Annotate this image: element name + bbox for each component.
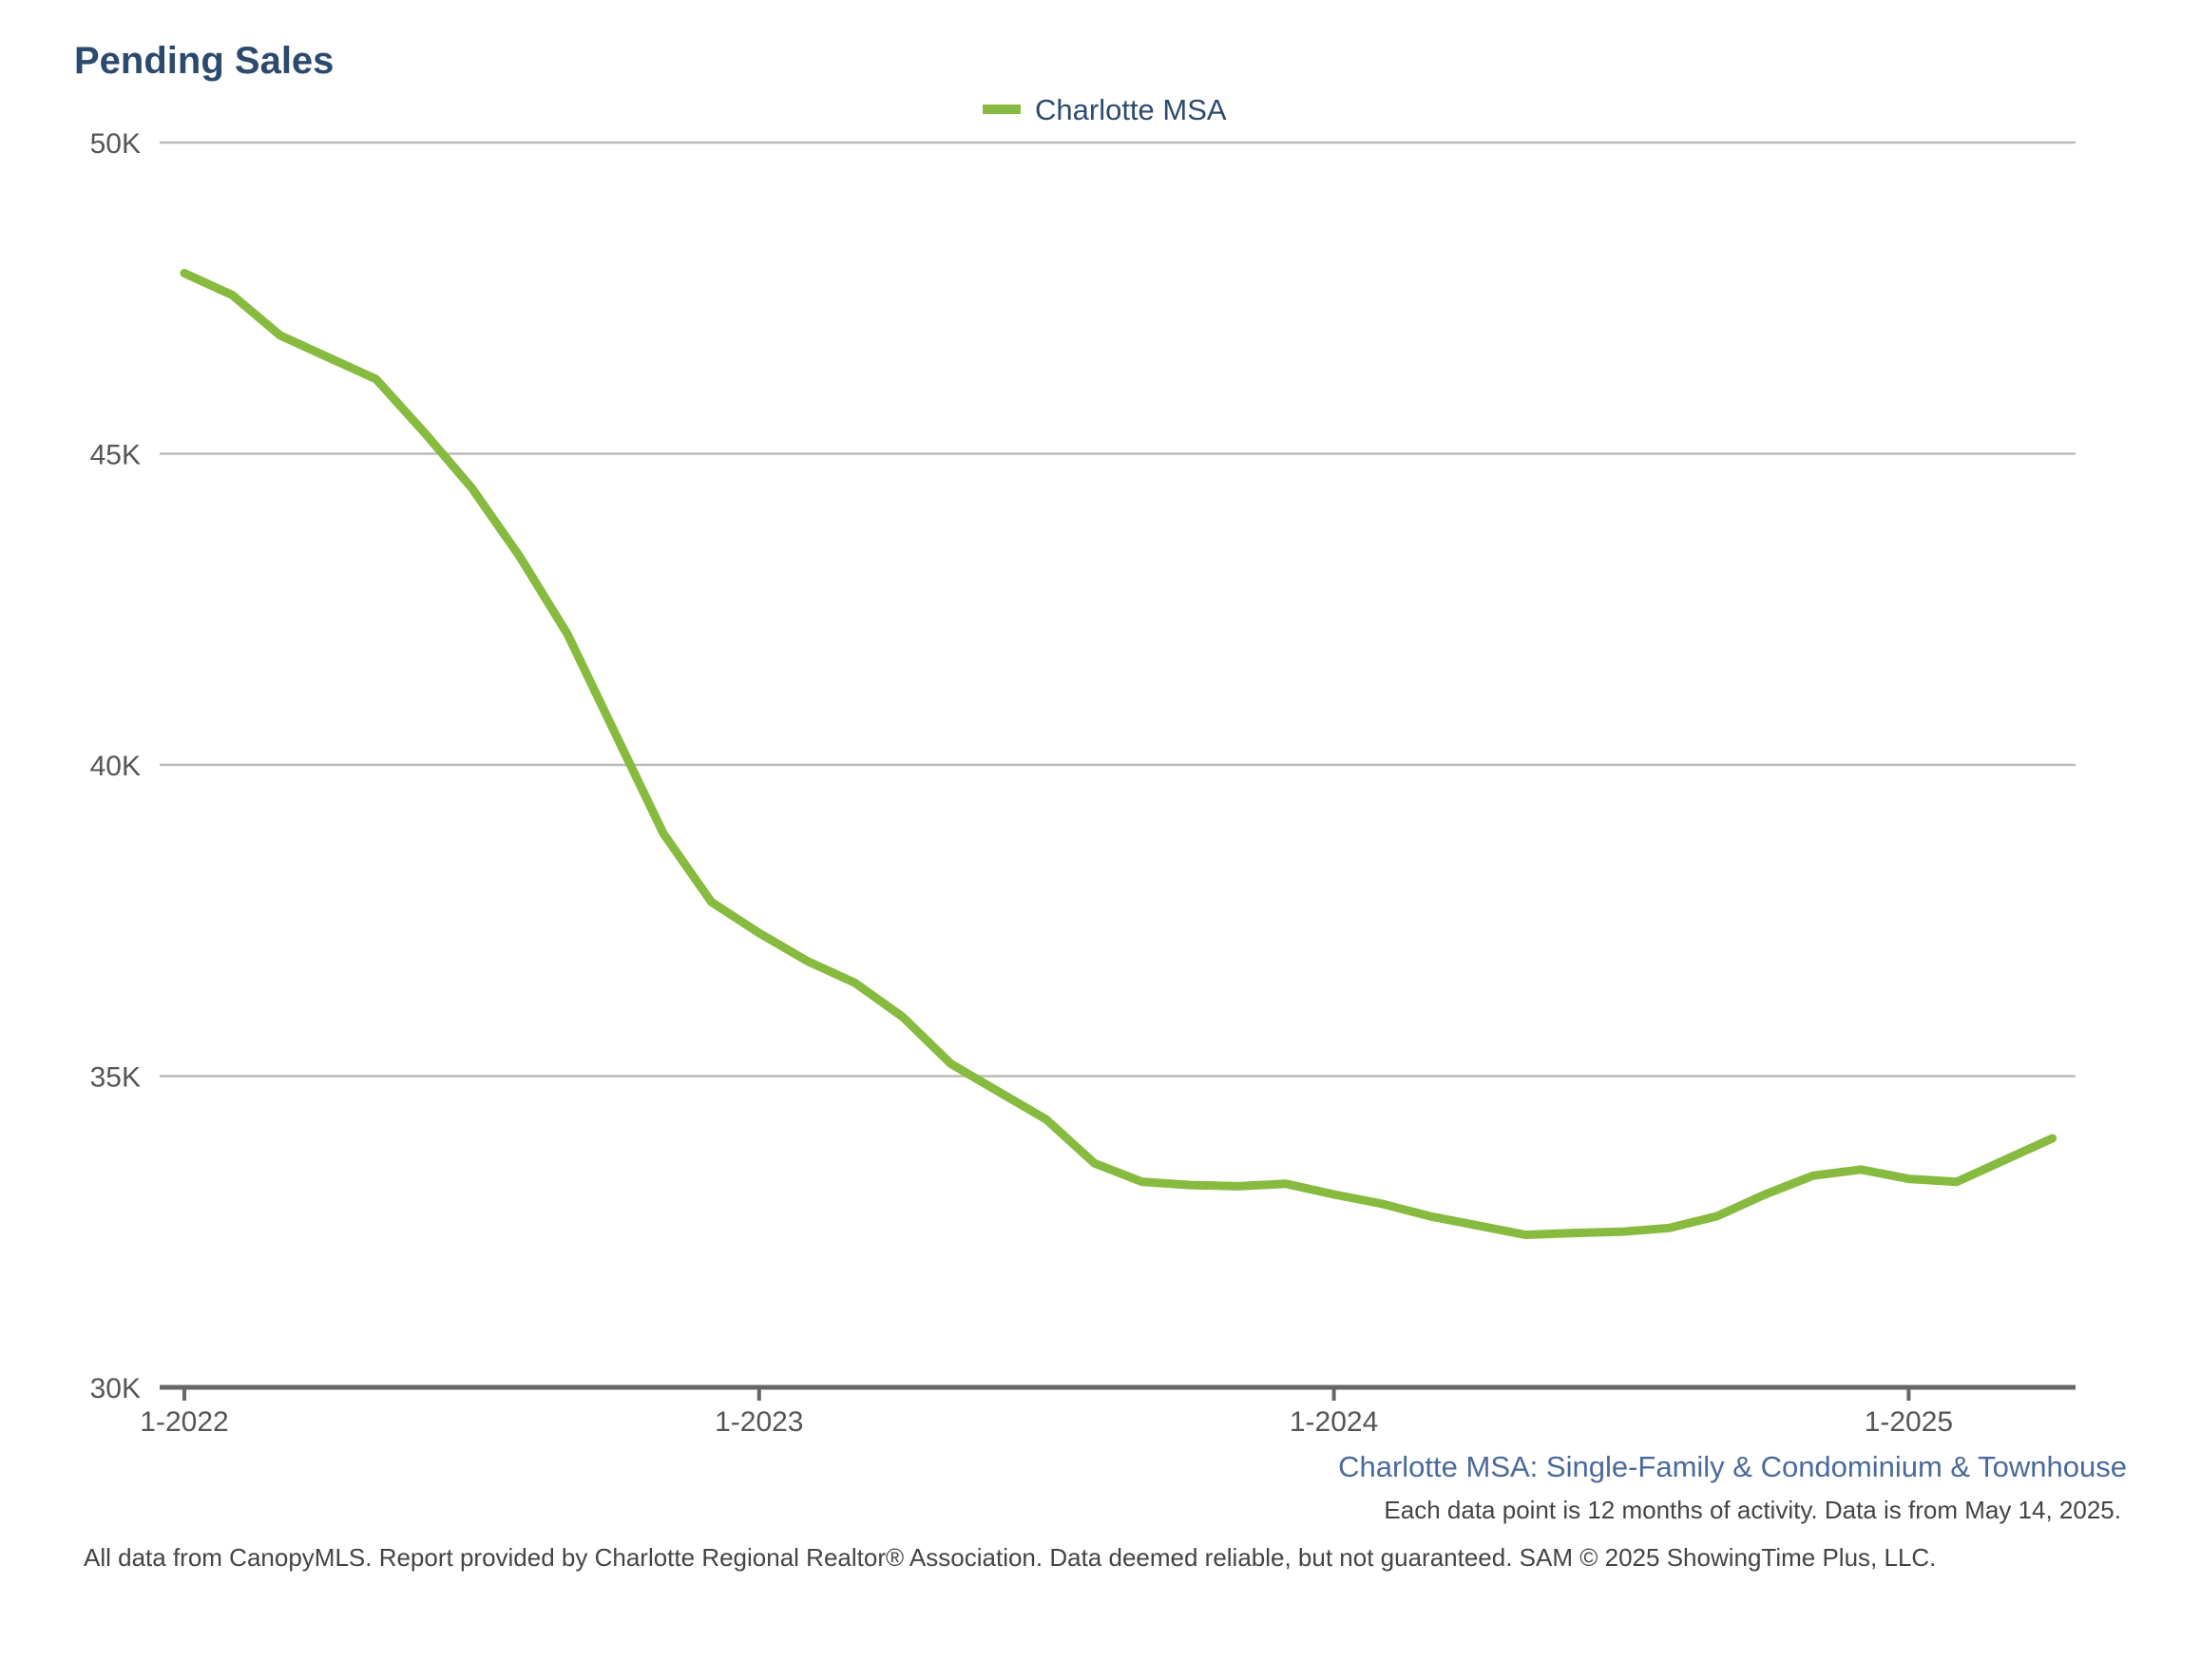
x-tick-label: 1-2023 [715, 1406, 803, 1438]
gridlines [160, 141, 2076, 1078]
y-tick-label: 50K [90, 128, 141, 160]
chart-title: Pending Sales [74, 40, 334, 82]
y-axis-labels: 30K 35K 40K 45K 50K [90, 128, 141, 1404]
y-tick-label: 45K [90, 440, 141, 471]
legend: Charlotte MSA [983, 93, 1227, 126]
x-axis-ticks: 1-2022 1-2023 1-2024 1-2025 [140, 1387, 1953, 1438]
series-line-charlotte-msa [180, 269, 2057, 1239]
x-tick-label: 1-2022 [140, 1406, 228, 1438]
y-tick-label: 35K [90, 1062, 141, 1094]
legend-label: Charlotte MSA [1035, 93, 1227, 126]
chart-subtitle: Charlotte MSA: Single-Family & Condomini… [1338, 1450, 2127, 1483]
x-tick-label: 1-2024 [1290, 1406, 1378, 1438]
x-tick-label: 1-2025 [1865, 1406, 1953, 1438]
data-note: Each data point is 12 months of activity… [1384, 1496, 2121, 1524]
y-tick-label: 40K [90, 751, 141, 782]
y-tick-label: 30K [90, 1373, 141, 1404]
footer-disclaimer: All data from CanopyMLS. Report provided… [84, 1543, 1936, 1572]
